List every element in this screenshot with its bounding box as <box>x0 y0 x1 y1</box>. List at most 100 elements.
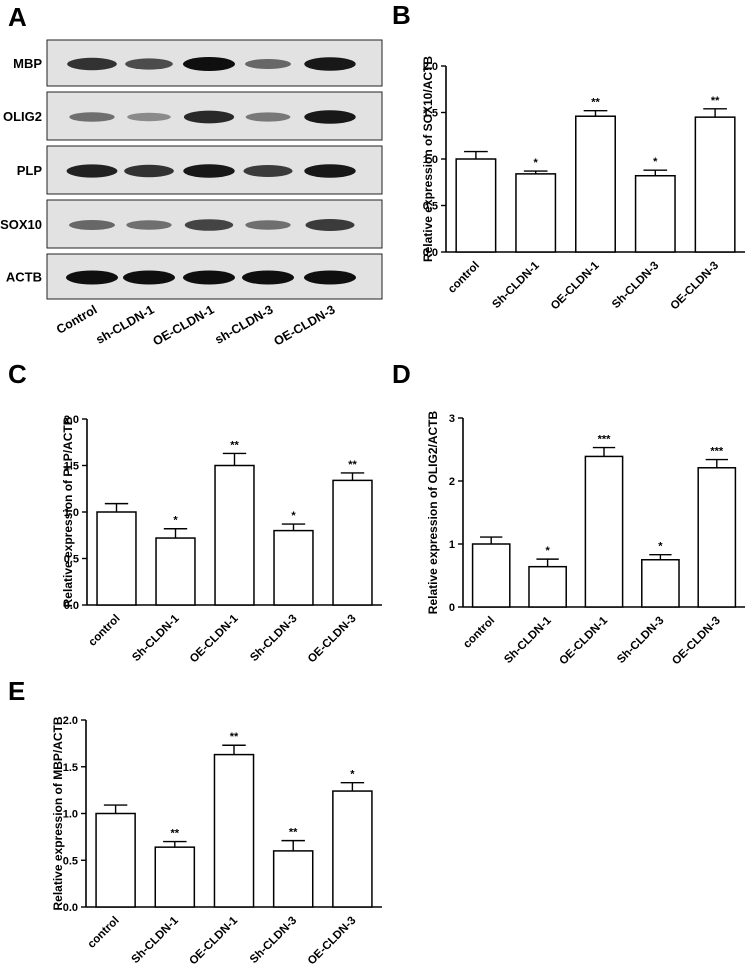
bar-sh-cldn-3 <box>273 529 314 606</box>
y-axis-label: Relative expression of SOX10/ACTB <box>421 56 435 262</box>
significance-marker: * <box>534 157 539 169</box>
chart-panel-d: D 0 1 2 3 Relative expression of OLIG2/ACTB co… <box>392 359 745 667</box>
blot-protein-label: ACTB <box>6 270 42 285</box>
significance-marker: * <box>653 156 658 168</box>
blot-protein-label: PLP <box>17 163 43 178</box>
significance-marker: *** <box>710 446 724 458</box>
significance-marker: ** <box>230 731 239 743</box>
significance-marker: * <box>545 545 550 557</box>
bar-oe-cldn-3 <box>694 116 736 253</box>
y-tick-label: 1.5 <box>63 762 78 774</box>
x-category-label: OE-CLDN-3 <box>670 615 723 668</box>
bar-sh-cldn-3 <box>634 174 676 253</box>
y-tick-label: 2.0 <box>64 414 79 426</box>
blot-protein-label: MBP <box>13 56 42 71</box>
significance-marker: ** <box>591 97 600 109</box>
y-tick-label: 2.0 <box>423 61 438 73</box>
x-category-label: control <box>87 613 123 649</box>
x-category-label: Sh-CLDN-1 <box>130 914 182 966</box>
blot-band <box>183 57 235 71</box>
blot-lane-label: Control <box>54 302 99 336</box>
bar-oe-cldn-3 <box>332 479 373 606</box>
x-category-label: Sh-CLDN-3 <box>248 915 299 966</box>
blot-band <box>127 112 171 122</box>
panel-letter-d: D <box>392 359 411 389</box>
blot-lane-label: OE-CLDN-3 <box>272 302 338 348</box>
bar-sh-cldn-1 <box>528 565 567 608</box>
y-tick-label: 1 <box>449 539 455 551</box>
blot-band <box>304 110 356 124</box>
blot-band <box>242 270 294 285</box>
blot-band <box>125 58 173 70</box>
blot-band <box>304 164 356 178</box>
blot-protein-label: OLIG2 <box>3 109 42 124</box>
bar-oe-cldn-1 <box>213 753 255 908</box>
bar-control <box>471 543 511 608</box>
blot-band <box>245 220 291 230</box>
y-tick-label: 1.5 <box>64 461 79 473</box>
blot-band <box>124 164 174 178</box>
bar-sh-cldn-1 <box>515 173 557 253</box>
y-tick-label: 0 <box>449 602 455 614</box>
y-tick-label: 1.5 <box>423 108 438 120</box>
y-axis-label: Relative expression of OLIG2/ACTB <box>426 410 440 614</box>
x-category-label: Sh-CLDN-1 <box>130 612 182 664</box>
y-tick-label: 2.0 <box>63 715 78 727</box>
blot-band <box>304 270 356 285</box>
blot-band <box>243 165 293 177</box>
x-category-label: Sh-CLDN-3 <box>248 613 299 664</box>
blot-band <box>245 112 291 122</box>
blot-band <box>304 57 356 71</box>
significance-marker: ** <box>230 439 239 451</box>
blot-band <box>69 220 115 230</box>
x-category-label: Sh-CLDN-1 <box>502 614 554 666</box>
panel-letter-a: A <box>8 2 27 32</box>
bar-oe-cldn-3 <box>332 790 373 908</box>
bar-sh-cldn-1 <box>155 537 196 606</box>
y-tick-label: 0.0 <box>64 600 79 612</box>
bar-control <box>95 812 136 908</box>
blot-band <box>67 57 117 71</box>
bar-control <box>96 511 137 606</box>
blot-lane-label: sh-CLDN-3 <box>213 302 276 346</box>
y-tick-label: 2 <box>449 476 455 488</box>
blot-lane-label: OE-CLDN-1 <box>151 302 217 348</box>
blot-band <box>66 164 118 178</box>
significance-marker: *** <box>598 434 612 446</box>
x-category-label: control <box>86 915 122 951</box>
blot-lane-label: sh-CLDN-1 <box>94 302 157 346</box>
y-tick-label: 0.5 <box>63 855 78 867</box>
panel-letter-b: B <box>392 0 411 30</box>
x-category-label: OE-CLDN-1 <box>188 612 241 665</box>
western-blot-panel: A MBPOLIG2PLPSOX10ACTBControlsh-CLDN-1OE… <box>0 2 383 349</box>
x-category-label: OE-CLDN-1 <box>187 914 240 967</box>
significance-marker: ** <box>711 95 720 107</box>
significance-marker: ** <box>289 827 298 839</box>
x-category-label: Sh-CLDN-1 <box>490 259 542 311</box>
bar-oe-cldn-1 <box>584 455 624 608</box>
y-axis-label: Relative expression of MBP/ACTB <box>51 716 65 910</box>
blot-band <box>183 164 235 178</box>
x-category-label: OE-CLDN-3 <box>306 915 359 968</box>
x-category-label: Sh-CLDN-3 <box>610 260 661 311</box>
panel-letter-c: C <box>8 359 27 389</box>
blot-band <box>183 110 235 124</box>
panel-letter-e: E <box>8 676 25 706</box>
bar-sh-cldn-3 <box>272 850 314 908</box>
bar-sh-cldn-1 <box>154 846 196 908</box>
blot-band <box>66 270 118 285</box>
significance-marker: * <box>658 541 663 553</box>
y-tick-label: 1.0 <box>423 154 438 166</box>
blot-band <box>245 59 291 69</box>
blot-band <box>69 112 115 122</box>
x-category-label: control <box>446 260 482 296</box>
blot-band <box>183 270 235 285</box>
y-tick-label: 0.0 <box>423 247 438 259</box>
bar-oe-cldn-3 <box>697 467 737 608</box>
significance-marker: * <box>291 510 296 522</box>
significance-marker: ** <box>348 459 357 471</box>
x-category-label: OE-CLDN-3 <box>668 260 721 313</box>
